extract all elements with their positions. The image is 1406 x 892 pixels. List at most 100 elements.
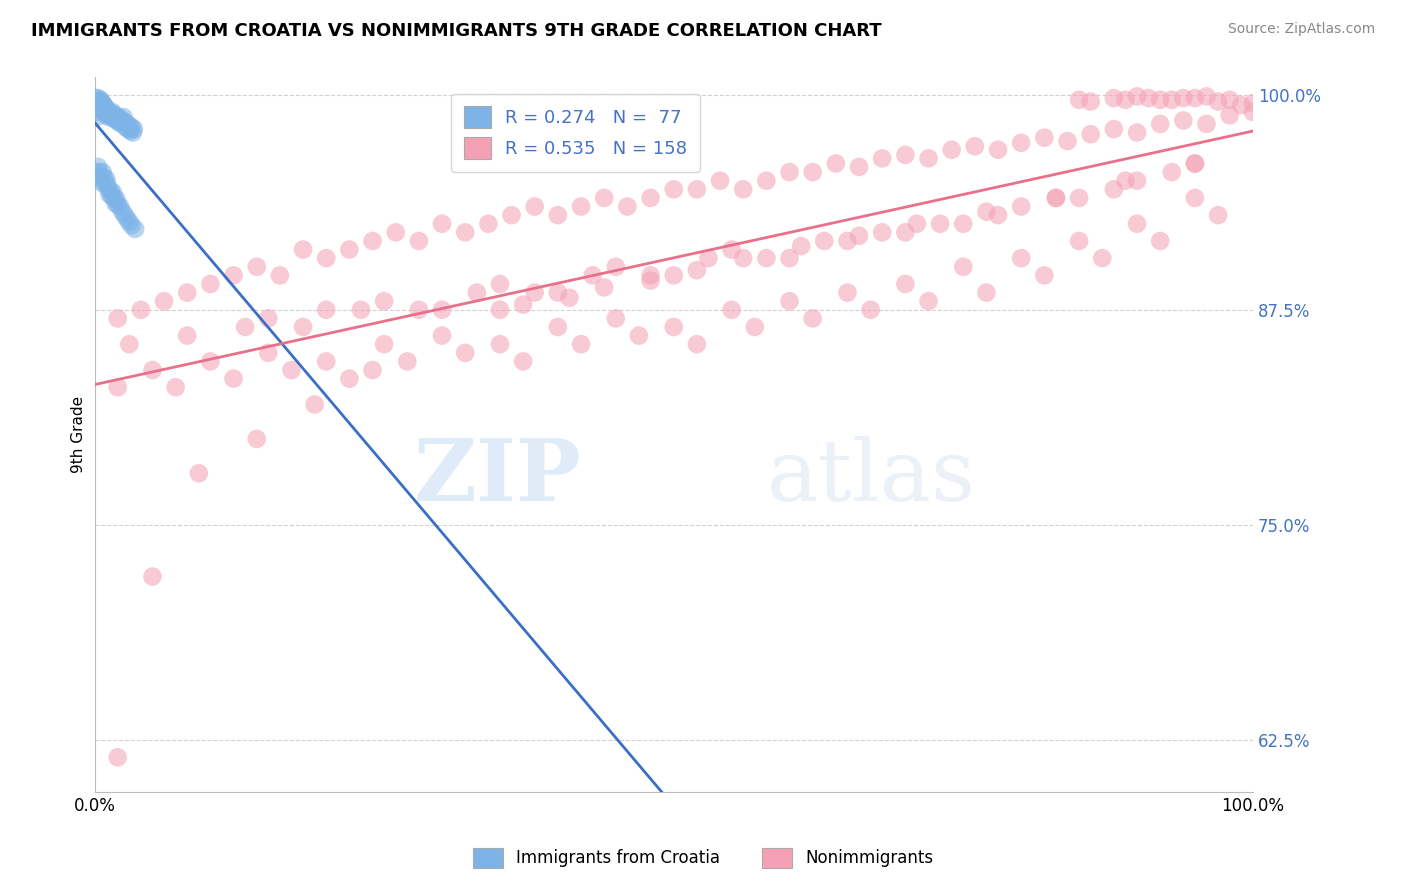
Point — [859, 302, 882, 317]
Point — [952, 260, 974, 274]
Point — [1091, 251, 1114, 265]
Point — [523, 285, 546, 300]
Point — [93, 170, 115, 185]
Point — [105, 113, 128, 128]
Point — [121, 120, 143, 135]
Point — [1230, 98, 1253, 112]
Point — [373, 337, 395, 351]
Point — [90, 176, 112, 190]
Point — [292, 320, 315, 334]
Point — [101, 104, 124, 119]
Point — [801, 311, 824, 326]
Point — [454, 346, 477, 360]
Point — [894, 148, 917, 162]
Point — [96, 172, 118, 186]
Point — [1102, 122, 1125, 136]
Point — [733, 251, 755, 265]
Point — [91, 96, 114, 111]
Point — [640, 191, 662, 205]
Point — [339, 371, 361, 385]
Point — [813, 234, 835, 248]
Point — [315, 302, 337, 317]
Point — [97, 182, 120, 196]
Point — [1160, 93, 1182, 107]
Point — [361, 363, 384, 377]
Text: Source: ZipAtlas.com: Source: ZipAtlas.com — [1227, 22, 1375, 37]
Point — [87, 160, 110, 174]
Point — [86, 110, 108, 124]
Point — [1219, 93, 1241, 107]
Point — [987, 143, 1010, 157]
Point — [384, 225, 406, 239]
Point — [640, 273, 662, 287]
Point — [976, 285, 998, 300]
Point — [558, 291, 581, 305]
Point — [129, 302, 152, 317]
Point — [292, 243, 315, 257]
Point — [941, 143, 963, 157]
Point — [848, 228, 870, 243]
Point — [84, 165, 107, 179]
Point — [744, 320, 766, 334]
Point — [86, 170, 108, 185]
Point — [93, 103, 115, 117]
Text: IMMIGRANTS FROM CROATIA VS NONIMMIGRANTS 9TH GRADE CORRELATION CHART: IMMIGRANTS FROM CROATIA VS NONIMMIGRANTS… — [31, 22, 882, 40]
Point — [686, 263, 709, 277]
Point — [790, 239, 813, 253]
Point — [89, 165, 111, 179]
Point — [121, 126, 143, 140]
Point — [1067, 93, 1090, 107]
Point — [246, 260, 269, 274]
Point — [114, 208, 136, 222]
Point — [720, 243, 742, 257]
Point — [1241, 96, 1264, 111]
Point — [87, 103, 110, 117]
Point — [304, 397, 326, 411]
Point — [108, 200, 131, 214]
Point — [280, 363, 302, 377]
Point — [98, 106, 121, 120]
Point — [117, 122, 139, 136]
Point — [89, 95, 111, 109]
Point — [963, 139, 986, 153]
Point — [1184, 156, 1206, 170]
Point — [662, 268, 685, 283]
Point — [430, 328, 453, 343]
Point — [101, 110, 124, 124]
Point — [89, 103, 111, 117]
Point — [824, 156, 846, 170]
Point — [1067, 191, 1090, 205]
Point — [870, 152, 893, 166]
Point — [593, 280, 616, 294]
Point — [605, 260, 627, 274]
Point — [122, 122, 145, 136]
Point — [1219, 108, 1241, 122]
Point — [1045, 191, 1067, 205]
Point — [1102, 91, 1125, 105]
Point — [605, 311, 627, 326]
Point — [408, 302, 430, 317]
Point — [1149, 93, 1171, 107]
Point — [1102, 182, 1125, 196]
Point — [489, 302, 512, 317]
Point — [108, 112, 131, 126]
Point — [112, 110, 135, 124]
Point — [779, 251, 801, 265]
Point — [118, 119, 141, 133]
Point — [1126, 126, 1149, 140]
Point — [662, 182, 685, 196]
Point — [512, 298, 534, 312]
Point — [1195, 117, 1218, 131]
Point — [315, 251, 337, 265]
Point — [100, 184, 122, 198]
Point — [627, 328, 650, 343]
Point — [115, 120, 138, 135]
Point — [93, 98, 115, 112]
Point — [917, 294, 939, 309]
Point — [640, 268, 662, 283]
Point — [87, 96, 110, 111]
Point — [720, 302, 742, 317]
Point — [89, 170, 111, 185]
Point — [373, 294, 395, 309]
Point — [94, 104, 117, 119]
